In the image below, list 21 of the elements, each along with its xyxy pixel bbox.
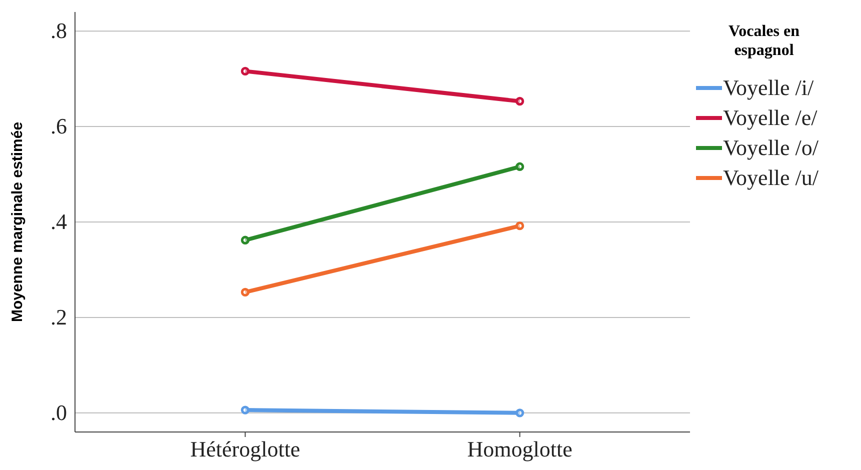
point <box>515 96 524 106</box>
legend-label: Voyelle /e/ <box>723 105 818 130</box>
point <box>240 288 250 296</box>
y-tick-label: .2 <box>50 304 67 330</box>
y-tick-label: .8 <box>50 18 67 44</box>
legend-label: Voyelle /i/ <box>723 75 815 100</box>
point <box>515 221 524 230</box>
point <box>240 236 250 244</box>
point <box>240 66 250 76</box>
y-tick-label: .6 <box>50 114 67 139</box>
point <box>240 406 250 414</box>
y-tick-label: .4 <box>50 209 67 234</box>
x-tick-label: Hétéroglotte <box>190 436 300 462</box>
legend-label: Voyelle /u/ <box>723 165 820 190</box>
point <box>515 408 524 418</box>
y-tick-label: .0 <box>50 400 67 425</box>
x-tick-label: Homoglotte <box>467 436 572 462</box>
y-axis-title: Moyenne marginale estimée <box>9 122 26 322</box>
legend-label: Voyelle /o/ <box>723 135 820 160</box>
legend-title: Vocales en espagnol <box>728 23 800 59</box>
point <box>515 162 524 171</box>
